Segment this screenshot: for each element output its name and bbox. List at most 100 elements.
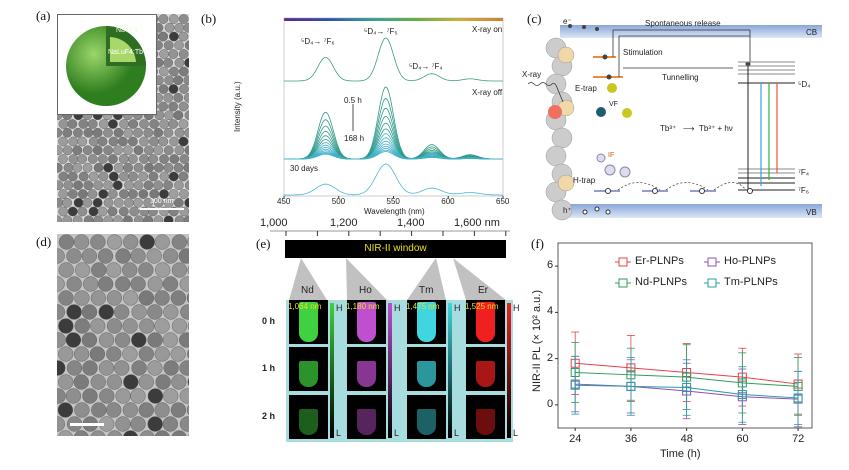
nanoparticle [158,14,169,24]
nanoparticle [58,154,68,164]
b-xlabel: Wavelength (nm) [364,207,425,216]
nanoparticle [58,234,75,250]
nanoparticle [163,40,174,51]
nanoparticle [65,388,82,404]
nanoparticle [174,127,185,138]
nanoparticle [98,360,115,376]
nanoparticle [123,162,133,173]
nanoparticle [178,66,189,77]
nanoparticle [133,145,144,156]
nanoparticle [147,332,163,348]
b-xtick-450: 450 [277,197,291,206]
row-label: 0 h [262,316,276,326]
b-xtick-500: 500 [331,197,346,206]
nanoparticle [122,402,138,418]
nanoparticle [77,136,88,147]
nanoparticle [171,430,187,436]
nanoparticle [183,75,189,86]
legend-marker [707,257,717,267]
nanoparticle [178,31,189,42]
nanoparticle [149,189,160,199]
nanoparticle [82,145,93,156]
nanoparticle [144,162,154,173]
nanoparticle [170,346,186,362]
nanoparticle [173,92,184,103]
nanoparticle [179,416,189,432]
nanoparticle [106,318,123,334]
nanoparticle [163,197,174,208]
nanoparticle [184,145,189,156]
nanoparticle [139,136,149,147]
nanoparticle [108,171,119,182]
nanoparticle [67,119,78,129]
nanoparticle [179,388,189,404]
nanoparticle [168,84,179,94]
tube-glow [299,302,318,342]
colorbar-low: L [454,428,460,438]
legend-marker [618,278,628,288]
valence-band [560,204,822,218]
intensity-colorbar [388,303,392,438]
nanoparticle [98,171,109,182]
nanoparticle [163,127,174,138]
series-xray-off-0 [284,86,503,160]
nanoparticle [97,206,108,217]
b-05h: 0.5 h [344,96,362,105]
nanoparticle [153,197,164,208]
nanoparticle [63,180,74,191]
nanoparticle [163,180,173,191]
nanoparticle [154,402,170,418]
vf-defect-icon [596,83,632,118]
nanoparticle [62,197,72,208]
nanoparticle [73,346,90,362]
wavelength-colorbar [284,18,503,21]
nanoparticle [178,49,189,59]
wavelength-label: 1,525 nm [465,302,499,311]
c-xray: X-ray [522,70,542,79]
nanoparticle [158,84,169,94]
nanoparticle [106,346,122,362]
nanoparticle [128,171,138,182]
nanoparticle [143,197,154,208]
nanoparticle [153,162,164,173]
nanoparticle [171,318,188,334]
nanoparticle [174,145,185,156]
if-defect-icon [596,153,631,178]
colorbar-high: H [394,303,401,313]
nanoparticle [58,430,73,436]
nanoparticle [174,40,184,51]
nanoparticle [179,360,189,376]
nanoparticle [108,119,118,129]
core-label: NaLuF4:Tb [108,49,144,56]
nanoparticle [171,374,187,390]
nanoparticle [168,101,178,112]
nanoparticle [107,189,118,199]
nanoparticle [97,136,108,147]
nanoparticle [57,180,64,191]
nanoparticle [159,154,169,164]
nanoparticle [184,197,189,208]
nir-image [347,300,386,344]
conduction-band [560,25,822,38]
shell-label: NaYF4 [116,27,138,34]
data-point [793,393,803,403]
nanoparticle [154,430,170,436]
nanoparticle [168,49,179,59]
f-xtick-48: 48 [680,433,693,445]
nanoparticle [114,332,131,348]
nanoparticle [107,430,123,436]
nanoparticle [174,180,184,191]
nanoparticle [186,404,189,416]
nanoparticle [173,162,184,173]
nanoparticle [122,346,138,362]
nanoparticle [122,262,138,278]
nanoparticle [178,171,189,182]
panel-c-label: (c) [527,11,542,26]
nanoparticle [155,374,171,390]
nanoparticle [73,127,83,138]
nanoparticle [103,180,113,191]
nir-image [289,395,328,439]
tube-glow [417,409,436,435]
row-label: 1 h [262,363,276,373]
nanoparticle [124,180,134,191]
